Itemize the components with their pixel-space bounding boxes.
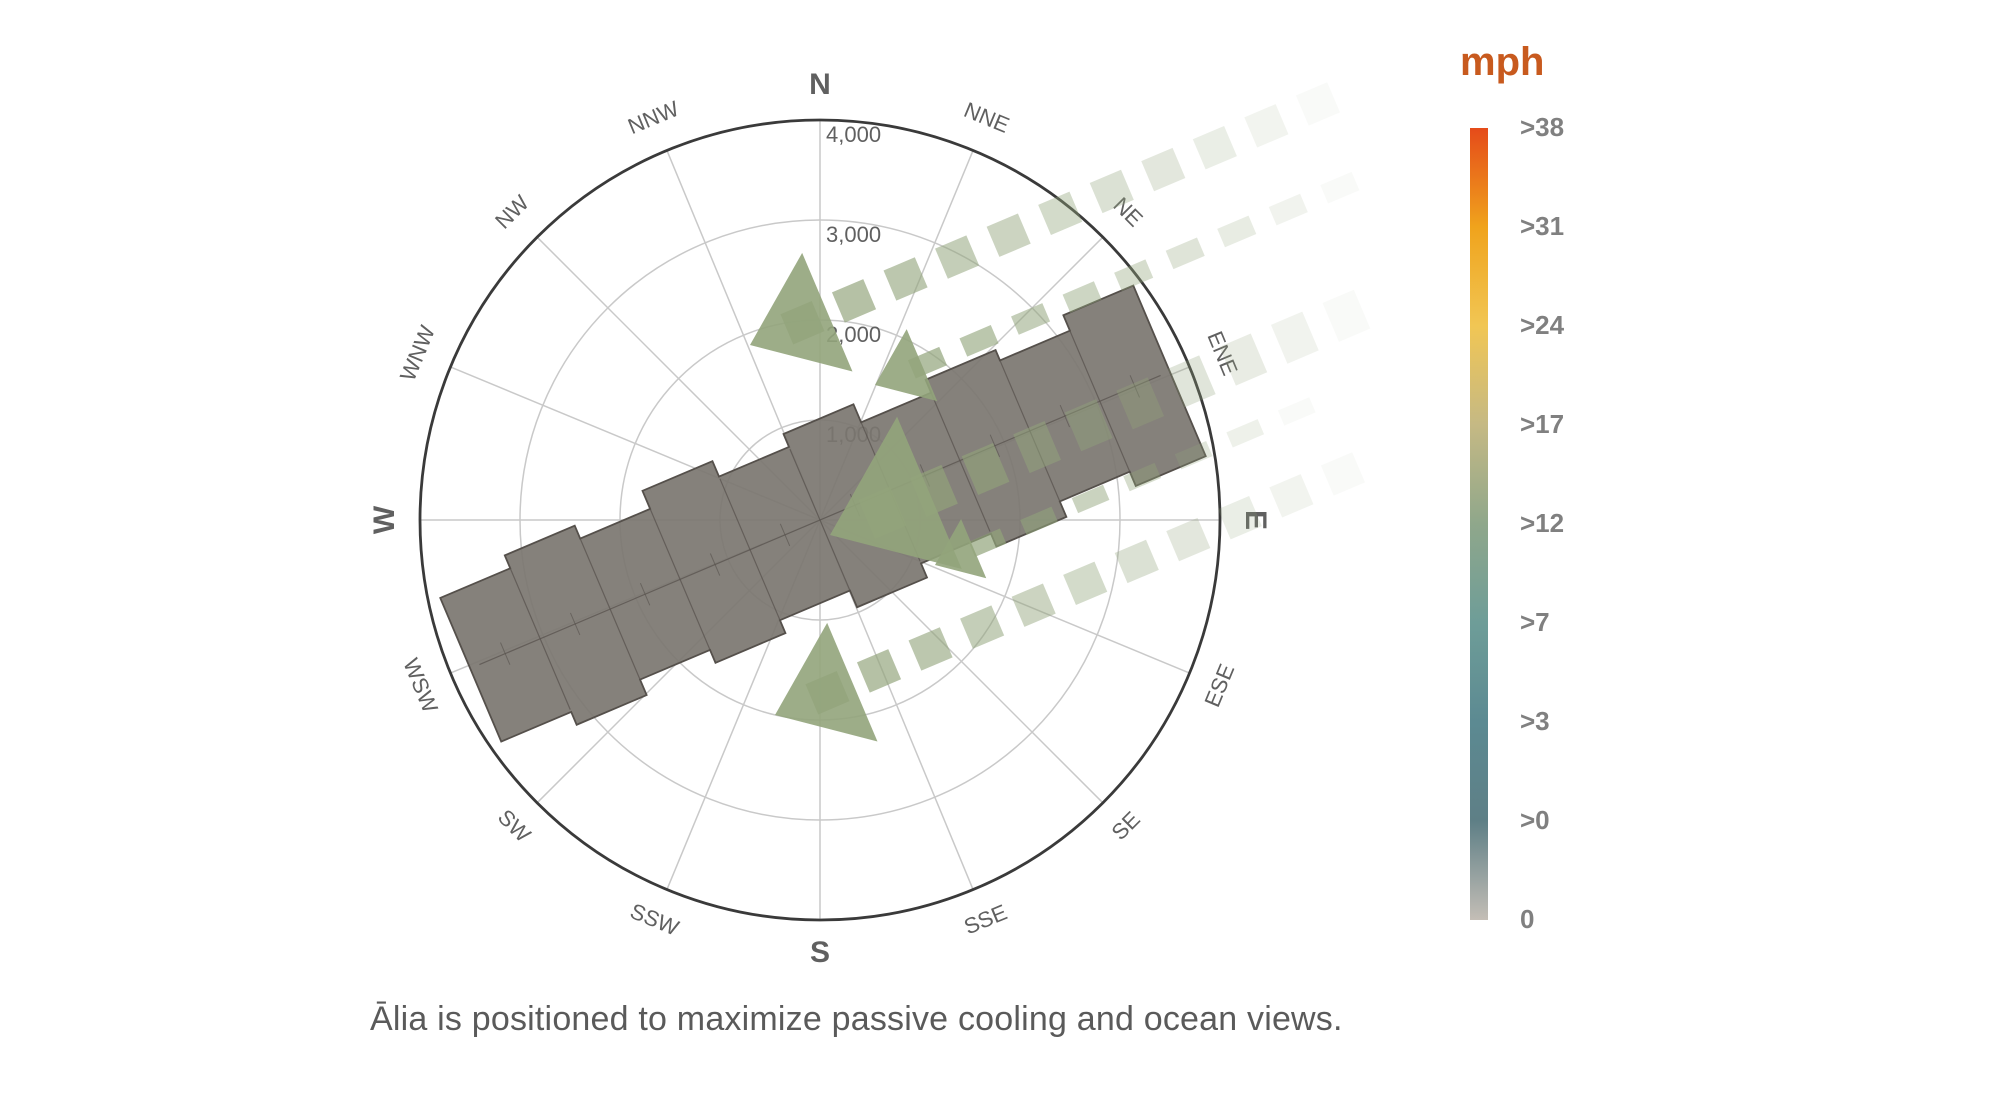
ring-label: 4,000 bbox=[826, 122, 881, 147]
compass-label: WSW bbox=[398, 655, 443, 717]
compass-label: SSW bbox=[627, 898, 683, 940]
compass-label: SSE bbox=[960, 899, 1010, 939]
compass-label: WNW bbox=[395, 322, 440, 385]
compass-label: W bbox=[368, 505, 401, 534]
compass-label: S bbox=[810, 936, 830, 969]
ring-label: 3,000 bbox=[826, 222, 881, 247]
compass-label: NNW bbox=[624, 96, 682, 139]
compass-label: SW bbox=[493, 804, 536, 847]
caption-text: Ālia is positioned to maximize passive c… bbox=[370, 1000, 1470, 1039]
compass-label: NNE bbox=[960, 97, 1012, 138]
wind-rose-diagram: NNNENEENEEESESESSESSSWSWWSWWWNWNWNNW1,00… bbox=[0, 0, 2000, 1100]
polar-chart: NNNENEENEEESESESSESSSWSWWSWWWNWNWNNW1,00… bbox=[0, 0, 2000, 1100]
compass-label: SE bbox=[1106, 806, 1144, 844]
legend-title: mph bbox=[1460, 40, 1544, 85]
compass-label: ESE bbox=[1199, 660, 1239, 710]
compass-label: NW bbox=[490, 190, 534, 234]
compass-label: N bbox=[809, 68, 831, 101]
